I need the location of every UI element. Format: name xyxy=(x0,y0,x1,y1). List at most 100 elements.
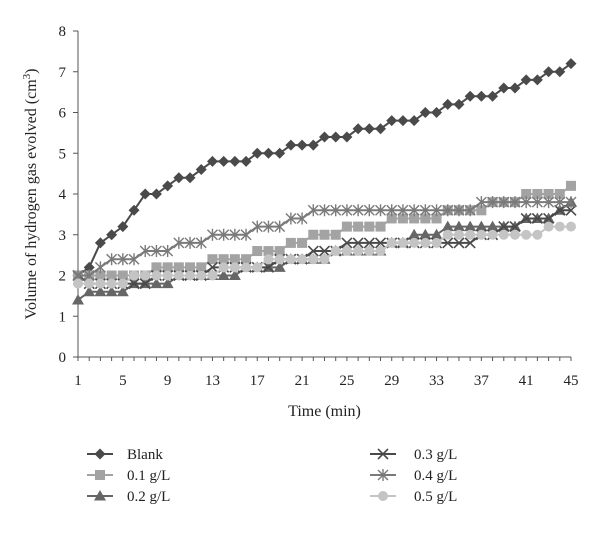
data-point xyxy=(251,147,263,159)
data-point xyxy=(139,278,151,290)
x-tick-label: 13 xyxy=(205,373,220,389)
data-point xyxy=(83,285,96,297)
data-point xyxy=(498,196,510,209)
data-point xyxy=(83,261,95,273)
legend-marker xyxy=(95,470,105,480)
data-point xyxy=(375,221,386,232)
data-point xyxy=(274,246,285,257)
data-point xyxy=(229,155,241,167)
data-point xyxy=(566,221,576,232)
data-point xyxy=(319,204,330,217)
data-point xyxy=(565,204,577,216)
data-point xyxy=(453,229,464,240)
data-point xyxy=(409,213,420,224)
series-group xyxy=(72,58,577,305)
data-point xyxy=(94,261,106,274)
data-point xyxy=(150,188,162,200)
y-tick-label: 4 xyxy=(59,187,67,203)
data-point xyxy=(319,229,330,240)
data-point xyxy=(94,237,106,249)
data-point xyxy=(251,220,263,233)
data-point xyxy=(319,131,330,143)
data-point xyxy=(363,237,375,249)
data-point xyxy=(352,204,364,217)
data-point xyxy=(252,262,263,273)
data-point xyxy=(566,180,576,191)
data-point xyxy=(229,228,241,241)
data-point xyxy=(72,293,84,305)
legend-item-0-3-g-l: 0.3 g/L xyxy=(370,447,457,463)
y-axis-title-main: Volume of hydrogen gas evolved (cm xyxy=(23,79,40,320)
data-point xyxy=(420,237,431,248)
data-point xyxy=(386,115,398,127)
y-tick-label: 3 xyxy=(59,228,67,244)
data-point xyxy=(240,155,252,167)
data-point xyxy=(375,204,387,217)
data-point xyxy=(363,123,375,135)
data-point xyxy=(161,277,174,289)
data-point xyxy=(498,229,509,240)
data-point xyxy=(532,229,543,240)
data-point xyxy=(262,261,275,273)
data-point xyxy=(397,115,409,127)
data-point xyxy=(476,229,487,240)
legend-marker xyxy=(94,448,106,460)
data-point xyxy=(73,278,83,289)
data-point xyxy=(487,229,498,240)
data-point xyxy=(162,270,173,281)
data-point xyxy=(285,237,296,248)
data-point xyxy=(330,204,342,217)
data-point xyxy=(297,254,308,265)
x-tick-label: 45 xyxy=(564,373,579,389)
data-point xyxy=(408,204,420,217)
data-point xyxy=(565,196,577,209)
data-point xyxy=(498,82,510,94)
data-point xyxy=(498,221,510,233)
y-tick-label: 8 xyxy=(59,24,67,40)
data-point xyxy=(95,270,106,281)
data-point xyxy=(554,196,566,209)
data-point xyxy=(218,155,230,167)
y-axis-title-close: ) xyxy=(23,69,40,74)
data-point xyxy=(386,204,398,217)
data-point xyxy=(486,220,499,232)
data-point xyxy=(195,164,207,176)
data-point xyxy=(487,196,499,209)
data-point xyxy=(240,228,252,241)
data-point xyxy=(106,270,117,281)
data-point xyxy=(117,270,128,281)
legend-label: 0.4 g/L xyxy=(414,468,457,484)
data-point xyxy=(218,262,229,273)
data-point xyxy=(105,285,118,297)
data-point xyxy=(430,228,443,240)
x-tick-label: 37 xyxy=(474,373,490,389)
data-point xyxy=(363,204,375,217)
data-point xyxy=(116,285,129,297)
data-point xyxy=(95,278,106,289)
y-axis-ticks: 0 1 2 3 4 5 6 7 8 xyxy=(59,24,78,366)
data-point xyxy=(330,229,341,240)
data-point xyxy=(487,90,499,102)
data-point xyxy=(509,229,520,240)
data-point xyxy=(475,196,487,209)
data-point xyxy=(285,212,297,225)
data-point xyxy=(341,246,352,257)
data-point xyxy=(207,254,218,265)
data-point xyxy=(195,236,207,249)
data-point xyxy=(308,229,319,240)
x-tick-label: 9 xyxy=(164,373,172,389)
data-point xyxy=(520,74,532,86)
data-point xyxy=(151,270,162,281)
data-point xyxy=(431,107,443,118)
data-point xyxy=(262,147,274,159)
data-point xyxy=(173,172,185,184)
data-point xyxy=(531,196,543,209)
legend-marker xyxy=(94,490,106,501)
data-point xyxy=(318,245,331,257)
data-point xyxy=(531,74,543,86)
data-point xyxy=(151,262,162,273)
data-point xyxy=(397,237,408,248)
data-point xyxy=(431,213,442,224)
data-point xyxy=(397,213,408,224)
data-point xyxy=(206,228,218,241)
